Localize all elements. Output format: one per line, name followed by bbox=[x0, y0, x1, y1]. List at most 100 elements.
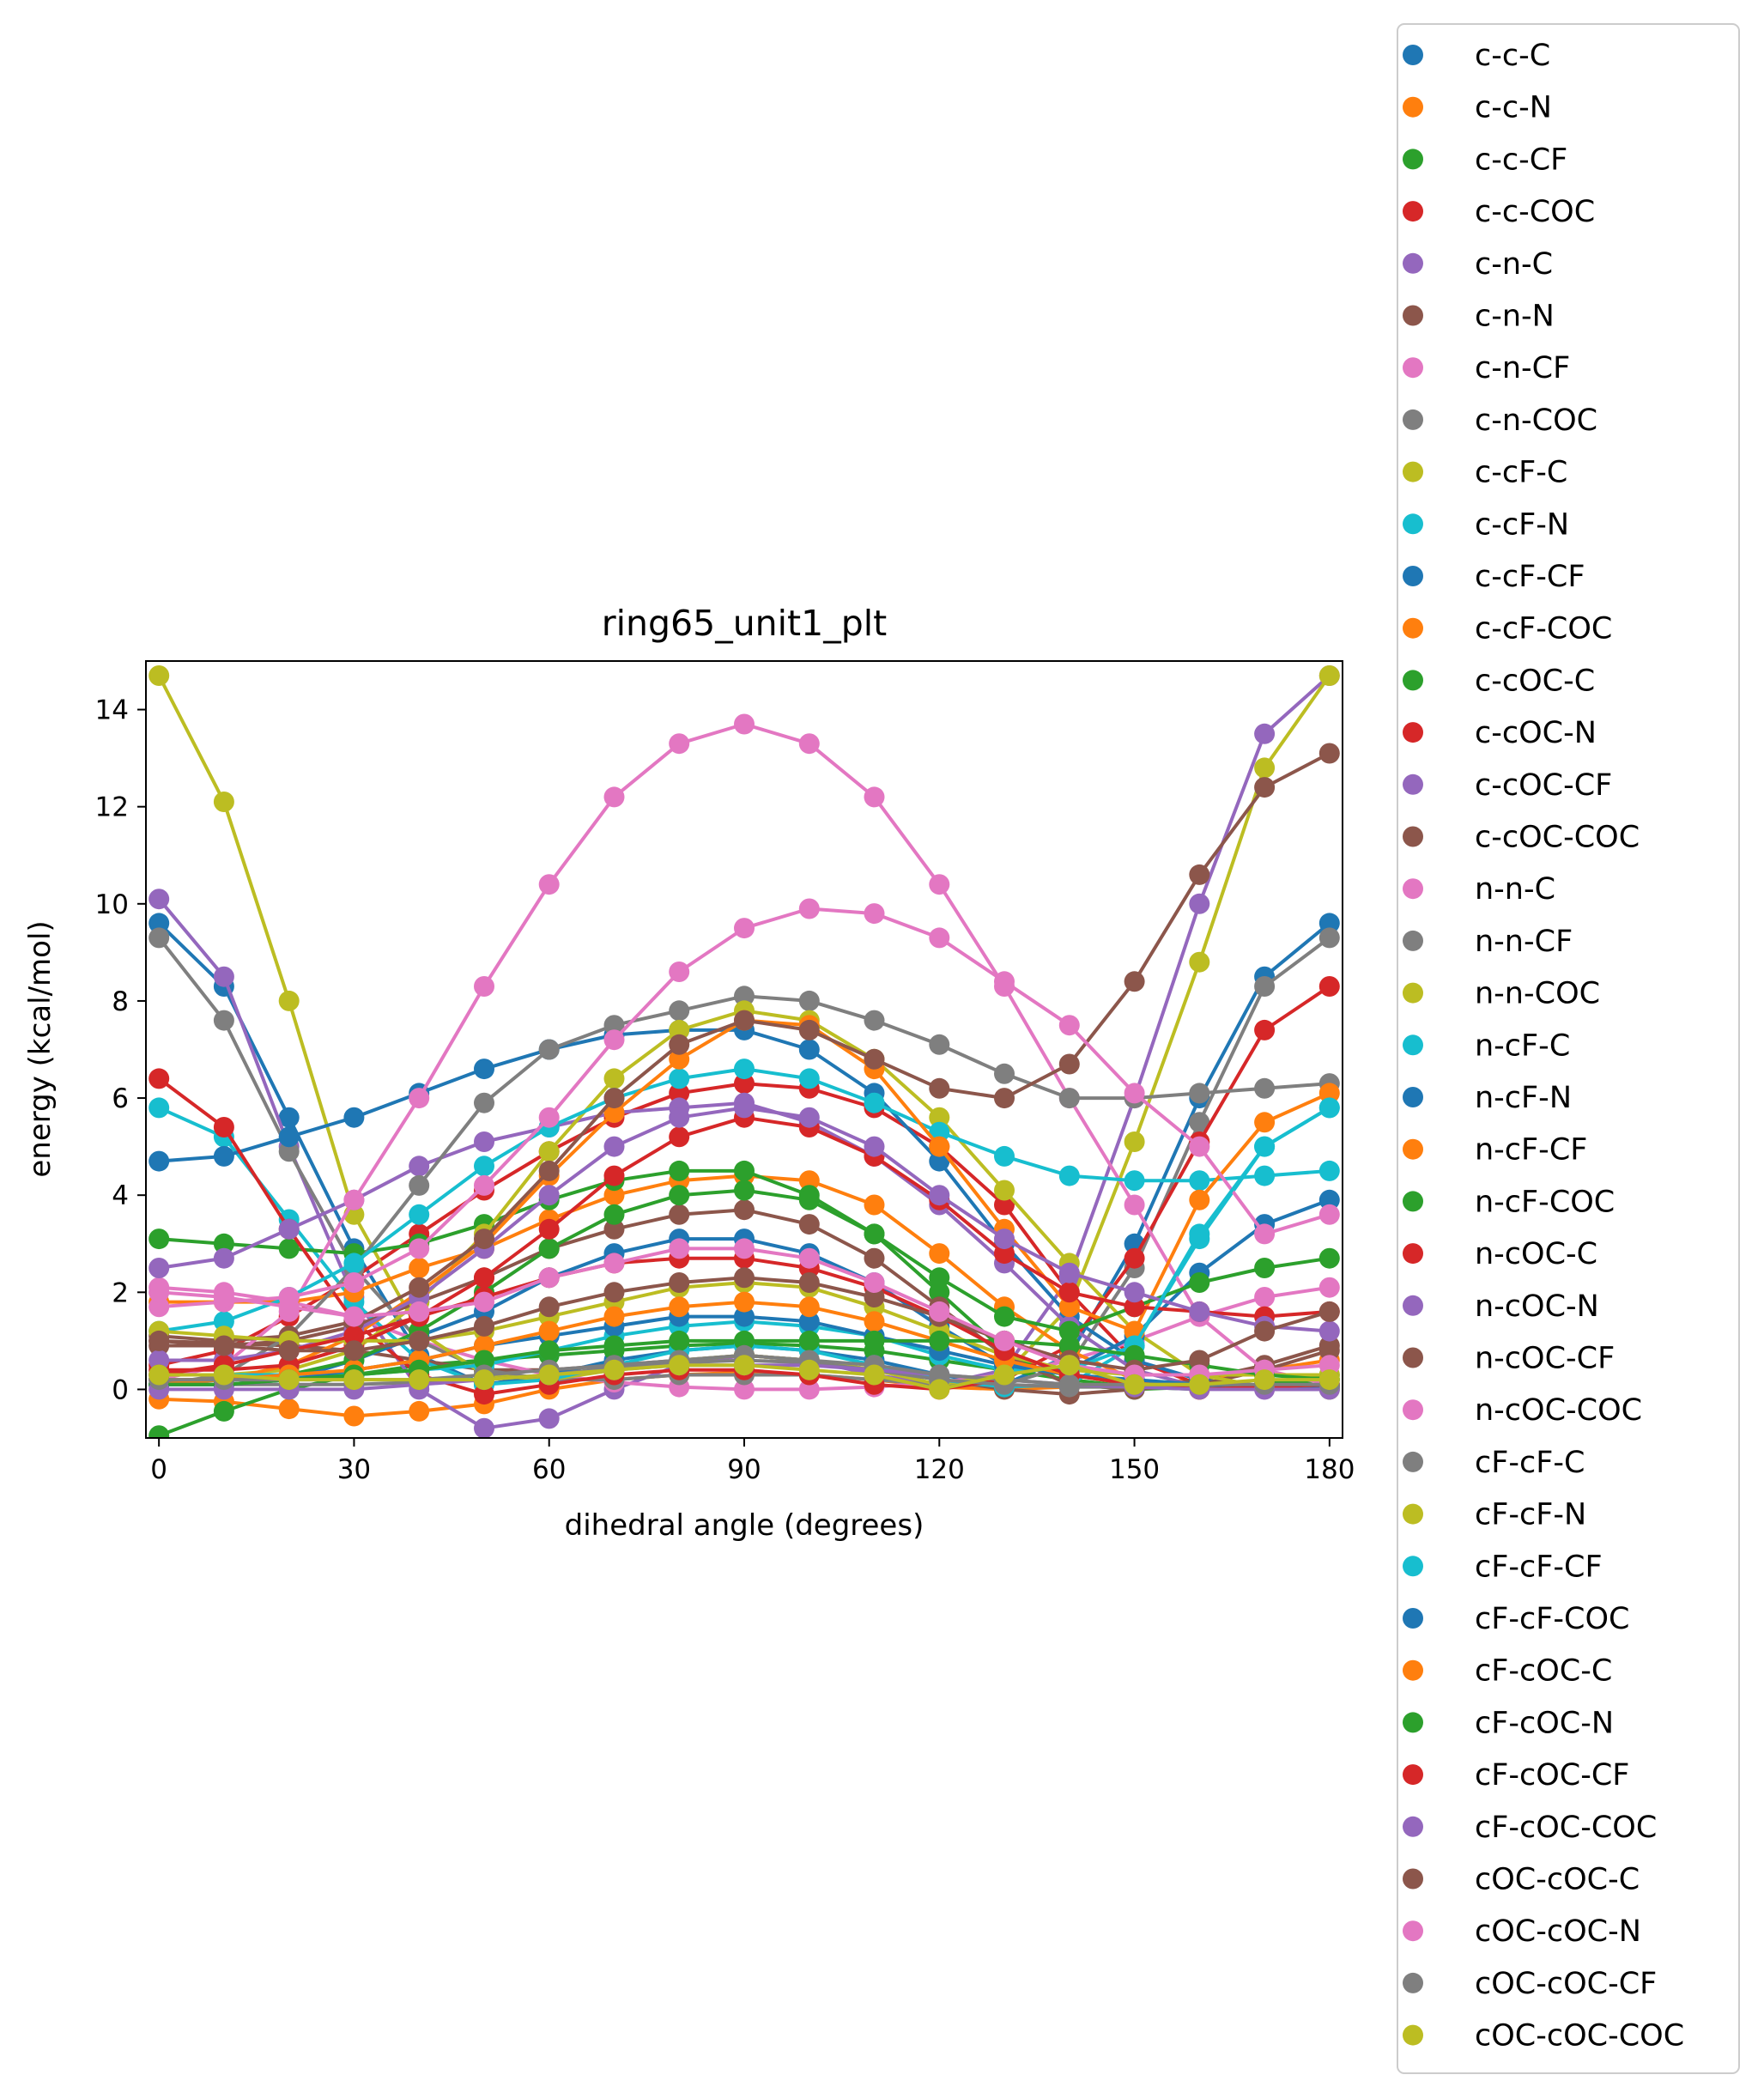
data-point bbox=[734, 986, 755, 1007]
legend-label: n-n-C bbox=[1475, 872, 1555, 907]
data-point bbox=[669, 1238, 690, 1259]
data-point bbox=[343, 1369, 365, 1391]
legend-item: c-cF-CF bbox=[1403, 560, 1585, 594]
legend-label: c-cOC-COC bbox=[1475, 821, 1640, 855]
legend-item: cF-cOC-COC bbox=[1403, 1811, 1657, 1845]
legend-marker bbox=[1403, 1087, 1423, 1107]
legend-item: cOC-cOC-CF bbox=[1403, 1967, 1657, 2001]
data-point bbox=[669, 1034, 690, 1055]
data-point bbox=[734, 1267, 755, 1289]
data-point bbox=[213, 792, 234, 812]
data-point bbox=[1189, 1223, 1210, 1245]
data-point bbox=[1058, 1015, 1080, 1036]
data-point bbox=[474, 1291, 494, 1313]
data-point bbox=[669, 1126, 690, 1148]
data-point bbox=[474, 1156, 494, 1177]
legend-item: cF-cF-COC bbox=[1403, 1602, 1629, 1636]
legend-item: cF-cOC-N bbox=[1403, 1706, 1614, 1740]
data-point bbox=[149, 1296, 170, 1318]
data-point bbox=[669, 1185, 690, 1206]
data-point bbox=[1189, 1136, 1210, 1157]
data-point bbox=[734, 713, 755, 735]
data-point bbox=[1124, 1194, 1145, 1216]
data-point bbox=[409, 1330, 430, 1351]
data-point bbox=[864, 1194, 885, 1216]
y-tick-label: 0 bbox=[112, 1374, 129, 1405]
data-point bbox=[149, 1228, 170, 1250]
data-point bbox=[538, 1408, 560, 1429]
legend-item: cF-cF-C bbox=[1403, 1446, 1585, 1480]
legend-marker bbox=[1403, 1191, 1423, 1212]
data-point bbox=[538, 1218, 560, 1240]
data-point bbox=[149, 1350, 170, 1371]
legend-marker bbox=[1403, 45, 1423, 65]
data-point bbox=[734, 1330, 755, 1351]
legend-item: n-n-CF bbox=[1403, 925, 1573, 959]
legend-label: cOC-cOC-CF bbox=[1475, 1967, 1657, 2001]
data-point bbox=[994, 1306, 1015, 1327]
legend-label: n-cOC-N bbox=[1475, 1289, 1599, 1324]
data-point bbox=[538, 1267, 560, 1289]
x-axis: 0 30 60 90 120 150 180 bbox=[150, 1438, 1355, 1485]
data-point bbox=[798, 1359, 820, 1380]
data-point bbox=[1124, 1170, 1145, 1192]
data-point bbox=[929, 1301, 950, 1322]
legend-marker bbox=[1403, 252, 1423, 274]
data-point bbox=[994, 1145, 1015, 1167]
legend-label: n-cOC-C bbox=[1475, 1237, 1597, 1271]
data-point bbox=[603, 1306, 625, 1327]
data-point bbox=[1058, 1053, 1080, 1075]
data-point bbox=[213, 1247, 234, 1269]
data-point bbox=[929, 1121, 950, 1143]
data-point bbox=[538, 1039, 560, 1060]
data-point bbox=[213, 1335, 234, 1356]
legend-marker bbox=[1403, 305, 1423, 326]
data-point bbox=[1058, 1296, 1080, 1318]
data-point bbox=[474, 1417, 494, 1438]
data-point bbox=[1124, 1296, 1145, 1318]
legend-label: c-cOC-C bbox=[1475, 664, 1595, 698]
legend-item: c-cOC-COC bbox=[1403, 821, 1640, 855]
legend-item: c-n-CF bbox=[1403, 351, 1570, 385]
data-point bbox=[1124, 971, 1145, 992]
data-point bbox=[149, 1097, 170, 1119]
legend-marker bbox=[1403, 1347, 1423, 1368]
legend-item: c-cF-COC bbox=[1403, 612, 1612, 646]
data-point bbox=[474, 1350, 494, 1371]
data-point bbox=[278, 1107, 300, 1128]
legend-item: n-cF-CF bbox=[1403, 1133, 1587, 1168]
legend-item: n-cOC-C bbox=[1403, 1237, 1597, 1271]
legend-item: c-n-N bbox=[1403, 300, 1555, 334]
data-point bbox=[1318, 1204, 1340, 1225]
data-point bbox=[1124, 1131, 1145, 1152]
data-point bbox=[1058, 1282, 1080, 1303]
y-tick-label: 4 bbox=[112, 1180, 129, 1211]
data-point bbox=[409, 1400, 430, 1422]
legend-marker bbox=[1403, 1659, 1423, 1681]
legend-box bbox=[1397, 23, 1740, 2074]
data-point bbox=[1318, 1160, 1340, 1181]
legend-label: c-cF-C bbox=[1475, 456, 1567, 490]
data-point bbox=[149, 913, 170, 934]
legend-label: n-cF-C bbox=[1475, 1028, 1570, 1063]
legend-marker bbox=[1403, 826, 1423, 847]
data-point bbox=[669, 962, 690, 982]
legend-marker bbox=[1403, 461, 1423, 482]
data-point bbox=[1189, 1350, 1210, 1371]
data-point bbox=[1189, 864, 1210, 885]
data-point bbox=[1058, 1088, 1080, 1109]
data-point bbox=[864, 1330, 885, 1351]
data-point bbox=[798, 1272, 820, 1293]
legend-label: cF-cOC-COC bbox=[1475, 1811, 1657, 1845]
data-point bbox=[864, 786, 885, 808]
data-point bbox=[1189, 893, 1210, 914]
data-point bbox=[1318, 1277, 1340, 1298]
data-point bbox=[1318, 1097, 1340, 1119]
data-point bbox=[1318, 913, 1340, 934]
legend-item: cF-cF-N bbox=[1403, 1498, 1586, 1532]
data-point bbox=[538, 1340, 560, 1362]
legend-marker bbox=[1403, 1868, 1423, 1890]
data-point bbox=[1254, 1320, 1276, 1342]
data-point bbox=[929, 1107, 950, 1128]
data-point bbox=[734, 1059, 755, 1080]
